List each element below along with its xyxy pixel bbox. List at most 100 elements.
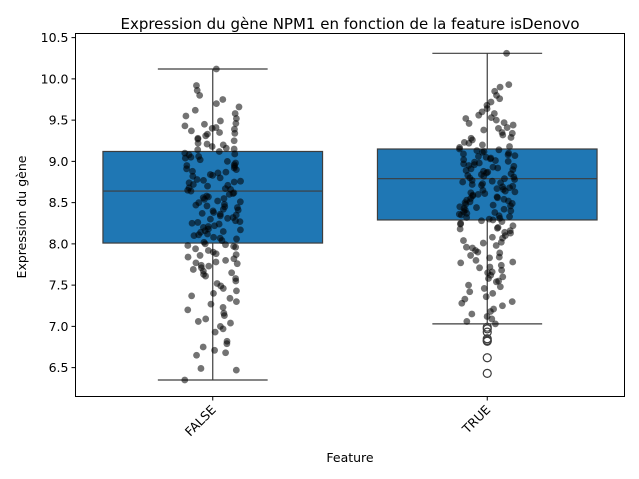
data-point: [207, 300, 215, 308]
data-point: [232, 120, 240, 127]
data-point: [216, 322, 224, 330]
data-point: [456, 225, 464, 233]
data-point: [210, 289, 217, 297]
data-point: [232, 159, 239, 167]
data-point: [488, 268, 496, 276]
data-point: [457, 259, 465, 267]
data-point: [501, 187, 509, 195]
data-point: [222, 168, 230, 176]
data-point: [477, 171, 485, 178]
data-point: [486, 254, 493, 262]
data-point: [181, 149, 189, 157]
data-point: [478, 108, 486, 116]
data-point: [219, 228, 227, 235]
data-point: [237, 177, 244, 185]
data-point: [479, 141, 486, 149]
data-point: [200, 176, 207, 184]
y-tick-label: 7.5: [49, 278, 69, 293]
data-point: [497, 179, 504, 187]
data-point: [472, 256, 480, 264]
data-point: [503, 49, 510, 57]
data-point: [489, 289, 497, 297]
data-point: [494, 164, 502, 172]
data-point: [473, 147, 481, 155]
data-point: [231, 150, 239, 158]
data-point: [226, 294, 234, 302]
data-point: [497, 261, 505, 269]
data-point: [462, 115, 470, 122]
data-point: [480, 126, 488, 134]
data-point: [205, 193, 212, 201]
data-point: [467, 252, 475, 259]
data-point: [219, 96, 227, 103]
outlier-point: [482, 324, 492, 334]
data-point: [223, 337, 231, 345]
data-point: [224, 214, 231, 222]
data-point: [506, 143, 513, 150]
data-point: [496, 83, 504, 91]
data-point: [184, 186, 192, 194]
y-tick-label: 7.0: [49, 319, 69, 334]
data-point: [462, 200, 470, 208]
data-point: [214, 197, 222, 205]
data-point: [467, 134, 475, 142]
data-point: [469, 192, 476, 200]
data-point: [203, 202, 211, 210]
data-point: [473, 204, 480, 211]
data-point: [197, 261, 205, 269]
data-point: [220, 195, 228, 202]
data-point: [229, 190, 237, 197]
data-point: [204, 223, 212, 230]
data-point: [219, 141, 227, 149]
data-point: [194, 146, 202, 154]
data-point: [508, 298, 516, 306]
outlier-point: [482, 336, 492, 346]
data-point: [465, 281, 472, 289]
data-point: [187, 127, 195, 135]
data-point: [192, 245, 199, 253]
data-point: [479, 239, 487, 247]
data-point: [220, 309, 228, 317]
data-point: [495, 212, 503, 220]
data-point: [489, 201, 497, 209]
data-point: [474, 190, 482, 198]
data-point: [509, 121, 517, 129]
data-point: [466, 174, 474, 182]
data-point: [215, 148, 223, 155]
y-axis-label: Expression du gène: [14, 155, 29, 278]
data-point: [222, 241, 229, 249]
data-point: [491, 87, 499, 95]
data-point: [221, 185, 229, 193]
box-true: [376, 52, 598, 325]
x-tick-label: FALSE: [182, 402, 219, 439]
data-point: [184, 253, 192, 261]
data-point: [204, 130, 211, 138]
data-point: [499, 302, 506, 310]
data-point: [490, 110, 498, 117]
data-point: [469, 244, 476, 252]
data-point: [230, 145, 238, 153]
outlier-point: [482, 353, 492, 363]
data-point: [480, 285, 488, 292]
data-point: [511, 188, 519, 196]
data-point: [230, 178, 238, 186]
data-point: [460, 150, 467, 158]
data-point: [236, 198, 244, 206]
data-point: [233, 298, 240, 306]
data-point: [493, 185, 501, 193]
data-point: [509, 258, 517, 266]
data-point: [184, 306, 192, 314]
data-point: [194, 219, 202, 226]
data-point: [213, 100, 220, 108]
data-point: [492, 116, 500, 124]
data-point: [465, 162, 473, 169]
data-point: [193, 82, 200, 89]
data-point: [191, 106, 199, 114]
data-point: [474, 248, 482, 256]
data-point: [511, 176, 518, 183]
data-point: [221, 203, 229, 211]
data-point: [488, 177, 496, 185]
data-point: [230, 137, 238, 145]
data-point: [227, 319, 234, 327]
